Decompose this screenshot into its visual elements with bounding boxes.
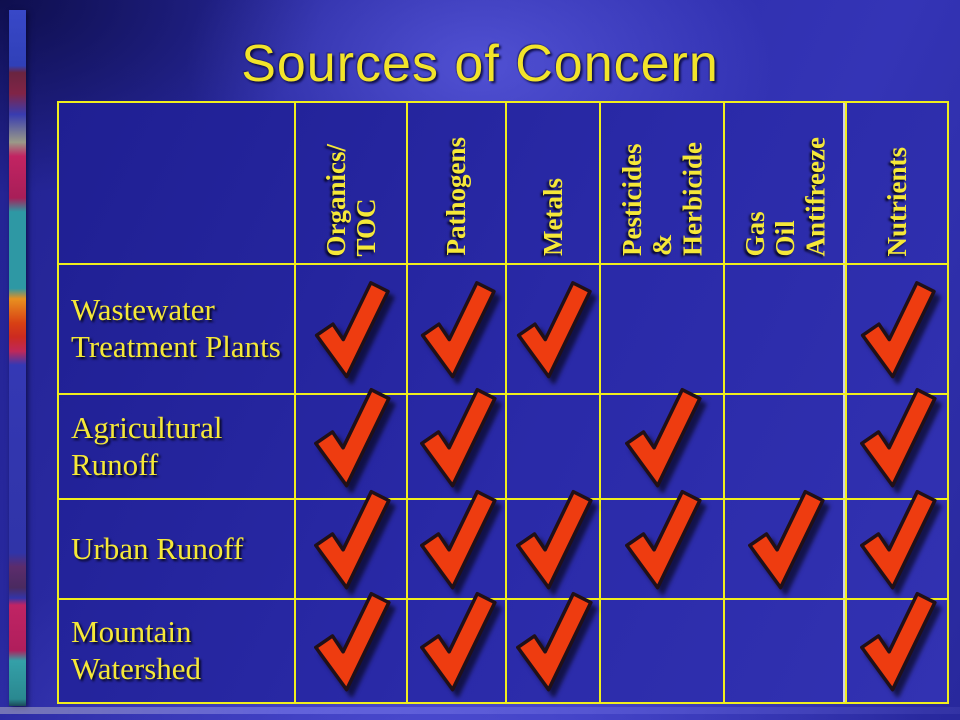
- checkmark-icon: [860, 387, 937, 487]
- check-cell: [725, 395, 847, 500]
- column-header-metals: Metals: [507, 103, 601, 265]
- row-label-mountain-watershed: Mountain Watershed: [59, 600, 296, 702]
- check-cell: [296, 489, 408, 600]
- check-cell: [507, 489, 601, 600]
- checkmark-icon: [625, 387, 702, 487]
- check-cell: [507, 265, 601, 395]
- column-header-gas-oil-antifreeze: Gas Oil Antifreeze: [725, 103, 847, 265]
- check-cell: [725, 265, 847, 395]
- checkmark-icon: [419, 489, 497, 590]
- checkmark-icon: [420, 281, 496, 379]
- check-cell: [601, 387, 725, 500]
- column-header-organics-toc: Organics/ TOC: [296, 103, 408, 265]
- checkmark-icon: [314, 489, 391, 590]
- check-cell: [725, 600, 847, 702]
- checkmark-icon: [516, 489, 593, 590]
- check-cell: [601, 265, 725, 395]
- check-cell: [408, 489, 507, 600]
- column-header-pathogens: Pathogens: [408, 103, 507, 265]
- checkmark-icon: [860, 591, 937, 692]
- decorative-left-strip: [9, 10, 26, 706]
- checkmark-icon: [419, 387, 497, 487]
- check-cell: [507, 591, 601, 702]
- sources-matrix-table: Organics/ TOC Pathogens Metals Pesticide…: [57, 101, 949, 704]
- checkmark-icon: [419, 591, 497, 692]
- column-header-label: Pesticides & Herbicide: [616, 142, 708, 256]
- check-cell: [408, 387, 507, 500]
- column-header-label: Pathogens: [441, 137, 472, 256]
- checkmark-icon: [625, 489, 702, 590]
- column-header-pesticides-herbicide: Pesticides & Herbicide: [601, 103, 725, 265]
- column-header-label: Gas Oil Antifreeze: [739, 136, 831, 256]
- slide-title: Sources of Concern: [241, 35, 719, 93]
- column-header-label: Nutrients: [881, 146, 912, 257]
- check-cell: [847, 387, 947, 500]
- column-header-nutrients: Nutrients: [847, 103, 947, 265]
- row-label-wastewater-treatment-plants: Wastewater Treatment Plants: [59, 265, 296, 395]
- column-header-label: Organics/ TOC: [320, 143, 381, 257]
- checkmark-icon: [314, 387, 391, 487]
- check-cell: [296, 591, 408, 702]
- checkmark-icon: [516, 281, 592, 379]
- check-cell: [296, 265, 408, 395]
- check-cell: [847, 489, 947, 600]
- check-cell: [601, 489, 725, 600]
- table-corner-cell: [59, 103, 296, 265]
- check-cell: [847, 591, 947, 702]
- check-cell: [408, 265, 507, 395]
- checkmark-icon: [860, 281, 936, 379]
- column-header-label: Metals: [537, 178, 568, 256]
- row-label-agricultural-runoff: Agricultural Runoff: [59, 395, 296, 500]
- checkmark-icon: [314, 591, 391, 692]
- checkmark-icon: [748, 489, 825, 590]
- bottom-highlight-band: [0, 707, 960, 714]
- check-cell: [408, 591, 507, 702]
- checkmark-icon: [314, 281, 390, 379]
- check-cell: [725, 489, 847, 600]
- check-cell: [296, 387, 408, 500]
- check-cell: [601, 600, 725, 702]
- checkmark-icon: [860, 489, 937, 590]
- check-cell: [507, 395, 601, 500]
- check-cell: [847, 265, 947, 395]
- row-label-urban-runoff: Urban Runoff: [59, 500, 296, 600]
- checkmark-icon: [516, 591, 593, 692]
